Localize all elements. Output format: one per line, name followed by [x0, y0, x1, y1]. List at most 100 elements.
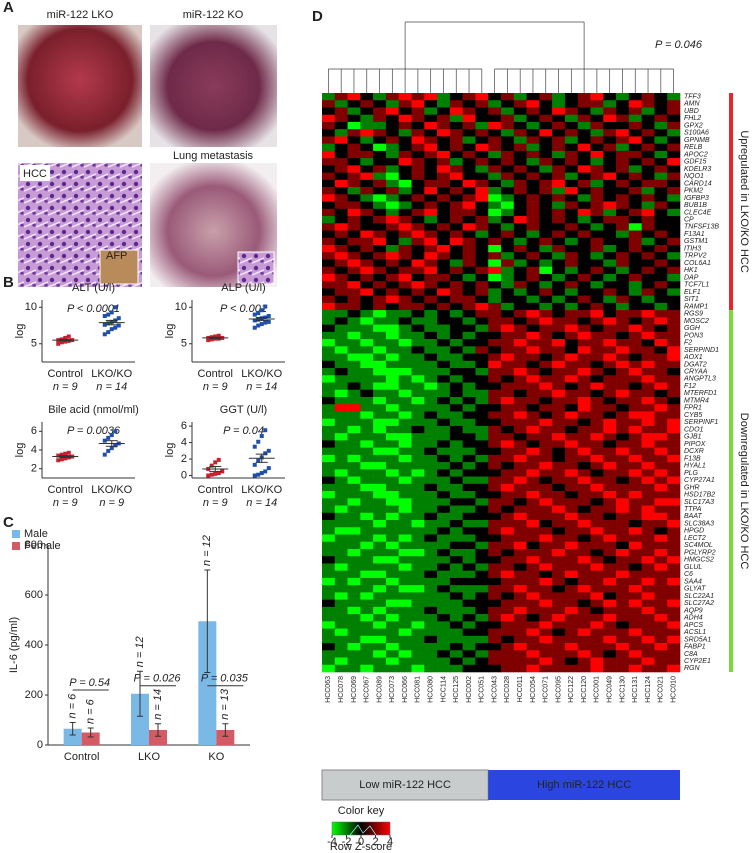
heatmap-cell: [411, 100, 425, 108]
heatmap-cell: [360, 136, 374, 144]
heatmap-cell: [437, 585, 451, 593]
heatmap-cell: [462, 534, 476, 543]
heatmap-cell: [334, 577, 348, 586]
heatmap-cell: [590, 230, 604, 239]
heatmap-cell: [449, 512, 463, 521]
n-label: n = 12: [134, 636, 146, 667]
heatmap-cell: [488, 273, 502, 282]
heatmap-cell: [590, 396, 604, 405]
heatmap-cell: [641, 230, 655, 239]
heatmap-cell: [501, 491, 515, 499]
heatmap-cell: [449, 491, 463, 499]
heatmap-cell: [398, 295, 412, 304]
heatmap-cell: [488, 244, 502, 253]
n-label: n = 14: [246, 381, 277, 393]
x-tick-label: LKO/KO: [241, 484, 282, 496]
heatmap-cell: [577, 252, 591, 260]
y-tick-label: 10: [175, 301, 187, 313]
heatmap-cell: [437, 520, 451, 528]
heatmap-cell: [373, 599, 387, 608]
heatmap-cell: [398, 643, 412, 651]
heatmap-cell: [398, 396, 412, 405]
gene-label: DAP: [684, 274, 699, 281]
heatmap-cell: [475, 129, 489, 137]
gene-label: PON3: [684, 332, 703, 339]
heatmap-cell: [334, 512, 348, 521]
heatmap-cell: [501, 216, 515, 224]
heatmap-cell: [667, 331, 681, 340]
heatmap-cell: [488, 143, 502, 152]
gene-label: IGFBP3: [684, 195, 709, 202]
heatmap-cell: [654, 208, 668, 217]
heatmap-cell: [475, 548, 489, 557]
heatmap-cell: [373, 252, 387, 260]
heatmap-cell: [501, 346, 515, 354]
heatmap-cell: [616, 635, 630, 644]
heatmap-cell: [564, 425, 579, 434]
n-label: n = 12: [201, 535, 213, 566]
heatmap-cell: [539, 491, 553, 499]
dot: [216, 471, 221, 476]
gene-label: GGH: [684, 325, 701, 332]
heatmap-cell: [322, 505, 336, 514]
heatmap-cell: [488, 310, 502, 318]
heatmap-cell: [411, 353, 425, 362]
heatmap-cell: [577, 541, 591, 550]
heatmap-cell: [449, 324, 463, 333]
heatmap-cell: [603, 375, 617, 383]
heatmap-cell: [437, 100, 451, 108]
heatmap-cell: [552, 606, 566, 615]
heatmap-cell: [552, 404, 566, 412]
heatmap-cell: [667, 143, 681, 152]
heatmap-cell: [398, 187, 412, 195]
heatmap-cell: [488, 382, 502, 391]
heatmap-cell: [347, 273, 361, 282]
heatmap-cell: [526, 295, 540, 304]
heatmap-cell: [577, 599, 591, 608]
heatmap-cell: [347, 570, 361, 579]
heatmap-cell: [564, 483, 579, 492]
heatmap-cell: [539, 172, 553, 181]
heatmap-cell: [334, 462, 348, 470]
heatmap-cell: [577, 165, 591, 173]
heatmap-cell: [628, 614, 642, 622]
photo-lko-liver: [18, 25, 142, 147]
heatmap-cell: [616, 440, 630, 448]
heatmap-cell: [398, 288, 412, 296]
heatmap-cell: [398, 107, 412, 116]
heatmap-cell: [577, 433, 591, 441]
heatmap-cell: [385, 599, 400, 608]
heatmap-cell: [398, 244, 412, 253]
heatmap-cell: [501, 433, 515, 441]
heatmap-cell: [449, 534, 463, 543]
heatmap-cell: [334, 382, 348, 391]
heatmap-cell: [437, 295, 451, 304]
heatmap-cell: [475, 599, 489, 608]
heatmap-cell: [488, 223, 502, 231]
heatmap-cell: [437, 621, 451, 629]
heatmap-cell: [654, 143, 668, 152]
heatmap-cell: [449, 440, 463, 448]
gene-label: SAA4: [684, 578, 702, 585]
heatmap-cell: [462, 650, 476, 658]
heatmap-cell: [577, 534, 591, 543]
heatmap-cell: [501, 172, 515, 181]
dot: [266, 448, 271, 453]
heatmap-cell: [564, 339, 579, 347]
heatmap-cell: [449, 577, 463, 586]
gene-label: PIPOX: [684, 441, 706, 448]
heatmap-cell: [654, 339, 668, 347]
heatmap-cell: [654, 628, 668, 637]
heatmap-cell: [334, 396, 348, 405]
heatmap-cell: [641, 223, 655, 231]
gene-label: RGN: [684, 665, 701, 672]
heatmap-cell: [590, 512, 604, 521]
heatmap-cell: [577, 216, 591, 224]
heatmap-cell: [616, 433, 630, 441]
heatmap-cell: [590, 664, 604, 673]
heatmap-cell: [501, 534, 515, 543]
heatmap-cell: [322, 273, 336, 282]
heatmap-cell: [334, 411, 348, 419]
heatmap-cell: [667, 534, 681, 543]
heatmap-cell: [475, 454, 489, 463]
